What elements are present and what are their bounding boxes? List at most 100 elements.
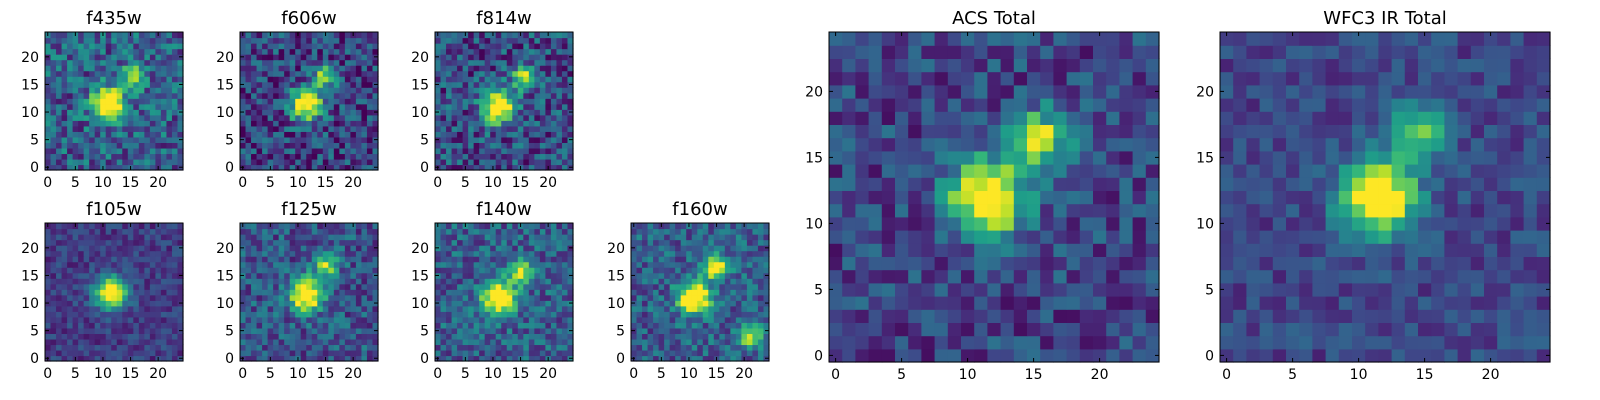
heatmap-cell [1053,243,1068,257]
heatmap-cell [556,59,563,66]
heatmap-cell [339,245,346,252]
heatmap-cell [523,131,530,138]
heatmap-cell [539,120,546,127]
heatmap-cell [440,316,447,323]
heatmap-cell [921,322,936,337]
heatmap-cell [462,43,469,50]
heatmap-cell [642,261,649,268]
heatmap-cell [361,245,368,252]
heatmap-cell [267,228,274,235]
heatmap-cell [322,316,329,323]
heatmap-cell [719,311,726,318]
heatmap-cell [462,327,469,334]
heatmap-cell [361,349,368,357]
heatmap-cell [295,76,302,83]
heatmap-cell [561,76,569,83]
heatmap-cell [111,283,118,290]
heatmap-cell [664,300,671,307]
heatmap-cell [171,327,179,334]
heatmap-cell [144,87,151,94]
heatmap-cell [675,256,682,263]
heatmap-cell [83,223,90,230]
heatmap-cell [495,70,502,77]
heatmap-cell [311,322,318,329]
heatmap-cell [355,109,363,116]
heatmap-cell [372,349,379,357]
heatmap-cell [322,109,329,116]
heatmap-cell [138,81,145,88]
heatmap-cell [278,125,285,132]
heatmap-cell [94,147,101,155]
heatmap-cell [987,216,1002,231]
heatmap-cell [83,289,90,296]
heatmap-cell [100,92,107,99]
heatmap-cell [697,305,704,312]
heatmap-cell [155,98,162,105]
heatmap-cell [155,322,162,329]
heatmap-cell [539,131,546,138]
heatmap-cell [78,158,85,166]
heatmap-cell [344,92,351,99]
heatmap-cell [868,296,883,310]
heatmap-cell [311,250,318,257]
heatmap-cell [1000,335,1015,350]
heatmap-cell [127,333,134,340]
heatmap-cell [127,344,134,351]
heatmap-cell [691,234,698,241]
heatmap-cell [669,245,676,252]
heatmap-cell [468,327,475,334]
heatmap-cell [675,338,682,346]
heatmap-cell [300,283,307,290]
heatmap-cell [344,76,351,83]
heatmap-cell [67,70,74,77]
heatmap-cell [333,142,340,149]
heatmap-cell [842,256,856,271]
heatmap-cell [133,114,140,121]
heatmap-cell [251,239,258,246]
x-tick-label: 5 [266,175,275,191]
heatmap-cell [484,311,491,318]
heatmap-cell [295,338,302,346]
heatmap-cell [127,37,134,44]
heatmap-cell [457,158,464,166]
heatmap-cell [490,136,497,143]
heatmap-cell [664,239,671,246]
heatmap-cell [94,333,101,340]
heatmap-cell [752,283,759,290]
heatmap-cell [842,216,856,231]
heatmap-cell [653,256,660,263]
heatmap-cell [366,333,374,340]
heatmap-cell [278,305,285,312]
heatmap-cell [435,349,442,357]
heatmap-cell [94,327,101,334]
heatmap-cell [105,120,112,127]
heatmap-cell [111,43,118,50]
heatmap-cell [658,344,665,351]
heatmap-cell [160,114,168,121]
heatmap-cell [539,65,546,72]
heatmap-cell [484,349,491,357]
heatmap-cell [534,300,541,307]
heatmap-cell [166,250,173,257]
heatmap-cell [724,316,731,323]
heatmap-cell [333,349,340,357]
heatmap-cell [89,256,96,263]
heatmap-cell [105,87,112,94]
x-tick-label: 10 [289,366,307,382]
heatmap-cell [440,261,447,268]
heatmap-cell [311,92,318,99]
heatmap-cell [267,125,274,132]
heatmap-cell [484,322,491,329]
heatmap-cell [479,333,486,340]
heatmap-cell [1093,348,1107,363]
heatmap-cell [300,136,307,143]
heatmap-cell [490,261,497,268]
heatmap-cell [89,322,96,329]
heatmap-cell [355,333,363,340]
panel-title: f435w [86,8,141,29]
heatmap-cell [355,250,363,257]
heatmap-cell [245,103,252,110]
heatmap-cell [83,245,90,252]
heatmap-cell [664,283,671,290]
heatmap-cell [484,37,491,44]
